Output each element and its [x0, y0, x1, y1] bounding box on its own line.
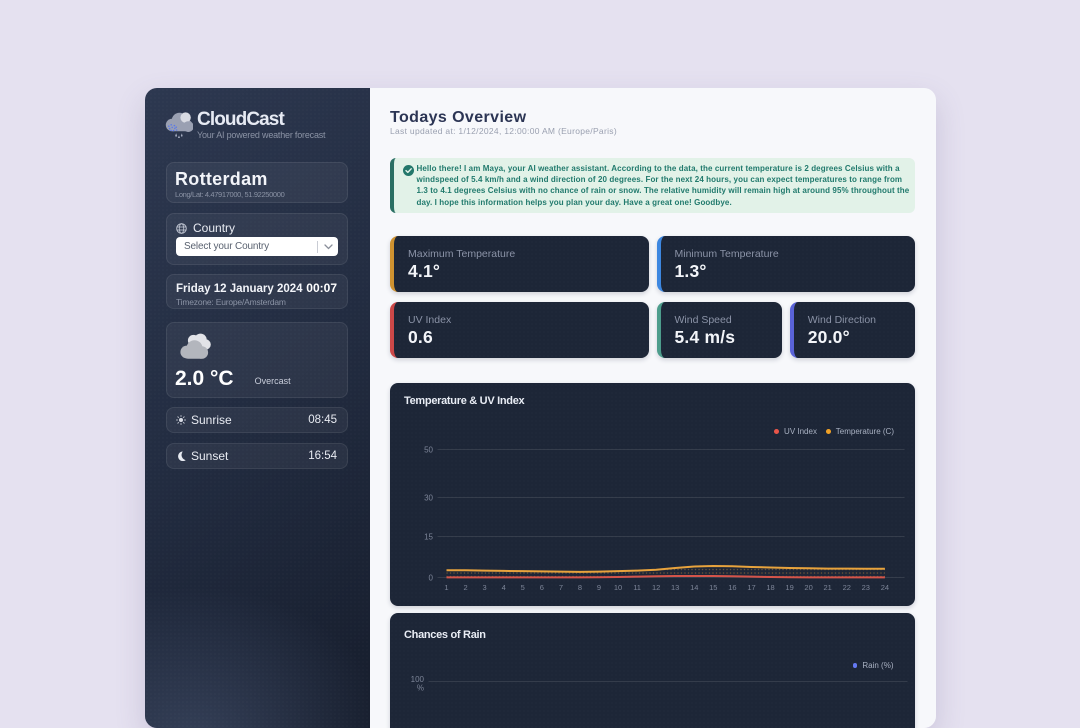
svg-text:0: 0	[429, 574, 434, 583]
svg-text:7: 7	[559, 583, 563, 592]
svg-text:15: 15	[709, 583, 717, 592]
svg-text:%: %	[417, 684, 424, 693]
svg-text:22: 22	[843, 583, 851, 592]
svg-text:18: 18	[766, 583, 774, 592]
svg-text:4: 4	[502, 583, 506, 592]
svg-text:6: 6	[540, 583, 544, 592]
svg-text:20: 20	[804, 583, 812, 592]
svg-text:100: 100	[411, 675, 425, 684]
svg-text:10: 10	[614, 583, 622, 592]
svg-text:11: 11	[633, 583, 641, 592]
svg-text:14: 14	[690, 583, 698, 592]
svg-text:23: 23	[862, 583, 870, 592]
svg-text:19: 19	[785, 583, 793, 592]
svg-text:50: 50	[424, 446, 433, 455]
svg-text:12: 12	[652, 583, 660, 592]
svg-text:9: 9	[597, 583, 601, 592]
svg-text:13: 13	[671, 583, 679, 592]
svg-text:1: 1	[444, 583, 448, 592]
svg-text:3: 3	[483, 583, 487, 592]
svg-text:8: 8	[578, 583, 582, 592]
svg-text:30: 30	[424, 494, 433, 503]
svg-text:24: 24	[881, 583, 889, 592]
svg-text:5: 5	[521, 583, 525, 592]
svg-text:21: 21	[824, 583, 832, 592]
svg-text:2: 2	[464, 583, 468, 592]
svg-text:17: 17	[747, 583, 755, 592]
svg-text:15: 15	[424, 533, 433, 542]
svg-text:16: 16	[728, 583, 736, 592]
